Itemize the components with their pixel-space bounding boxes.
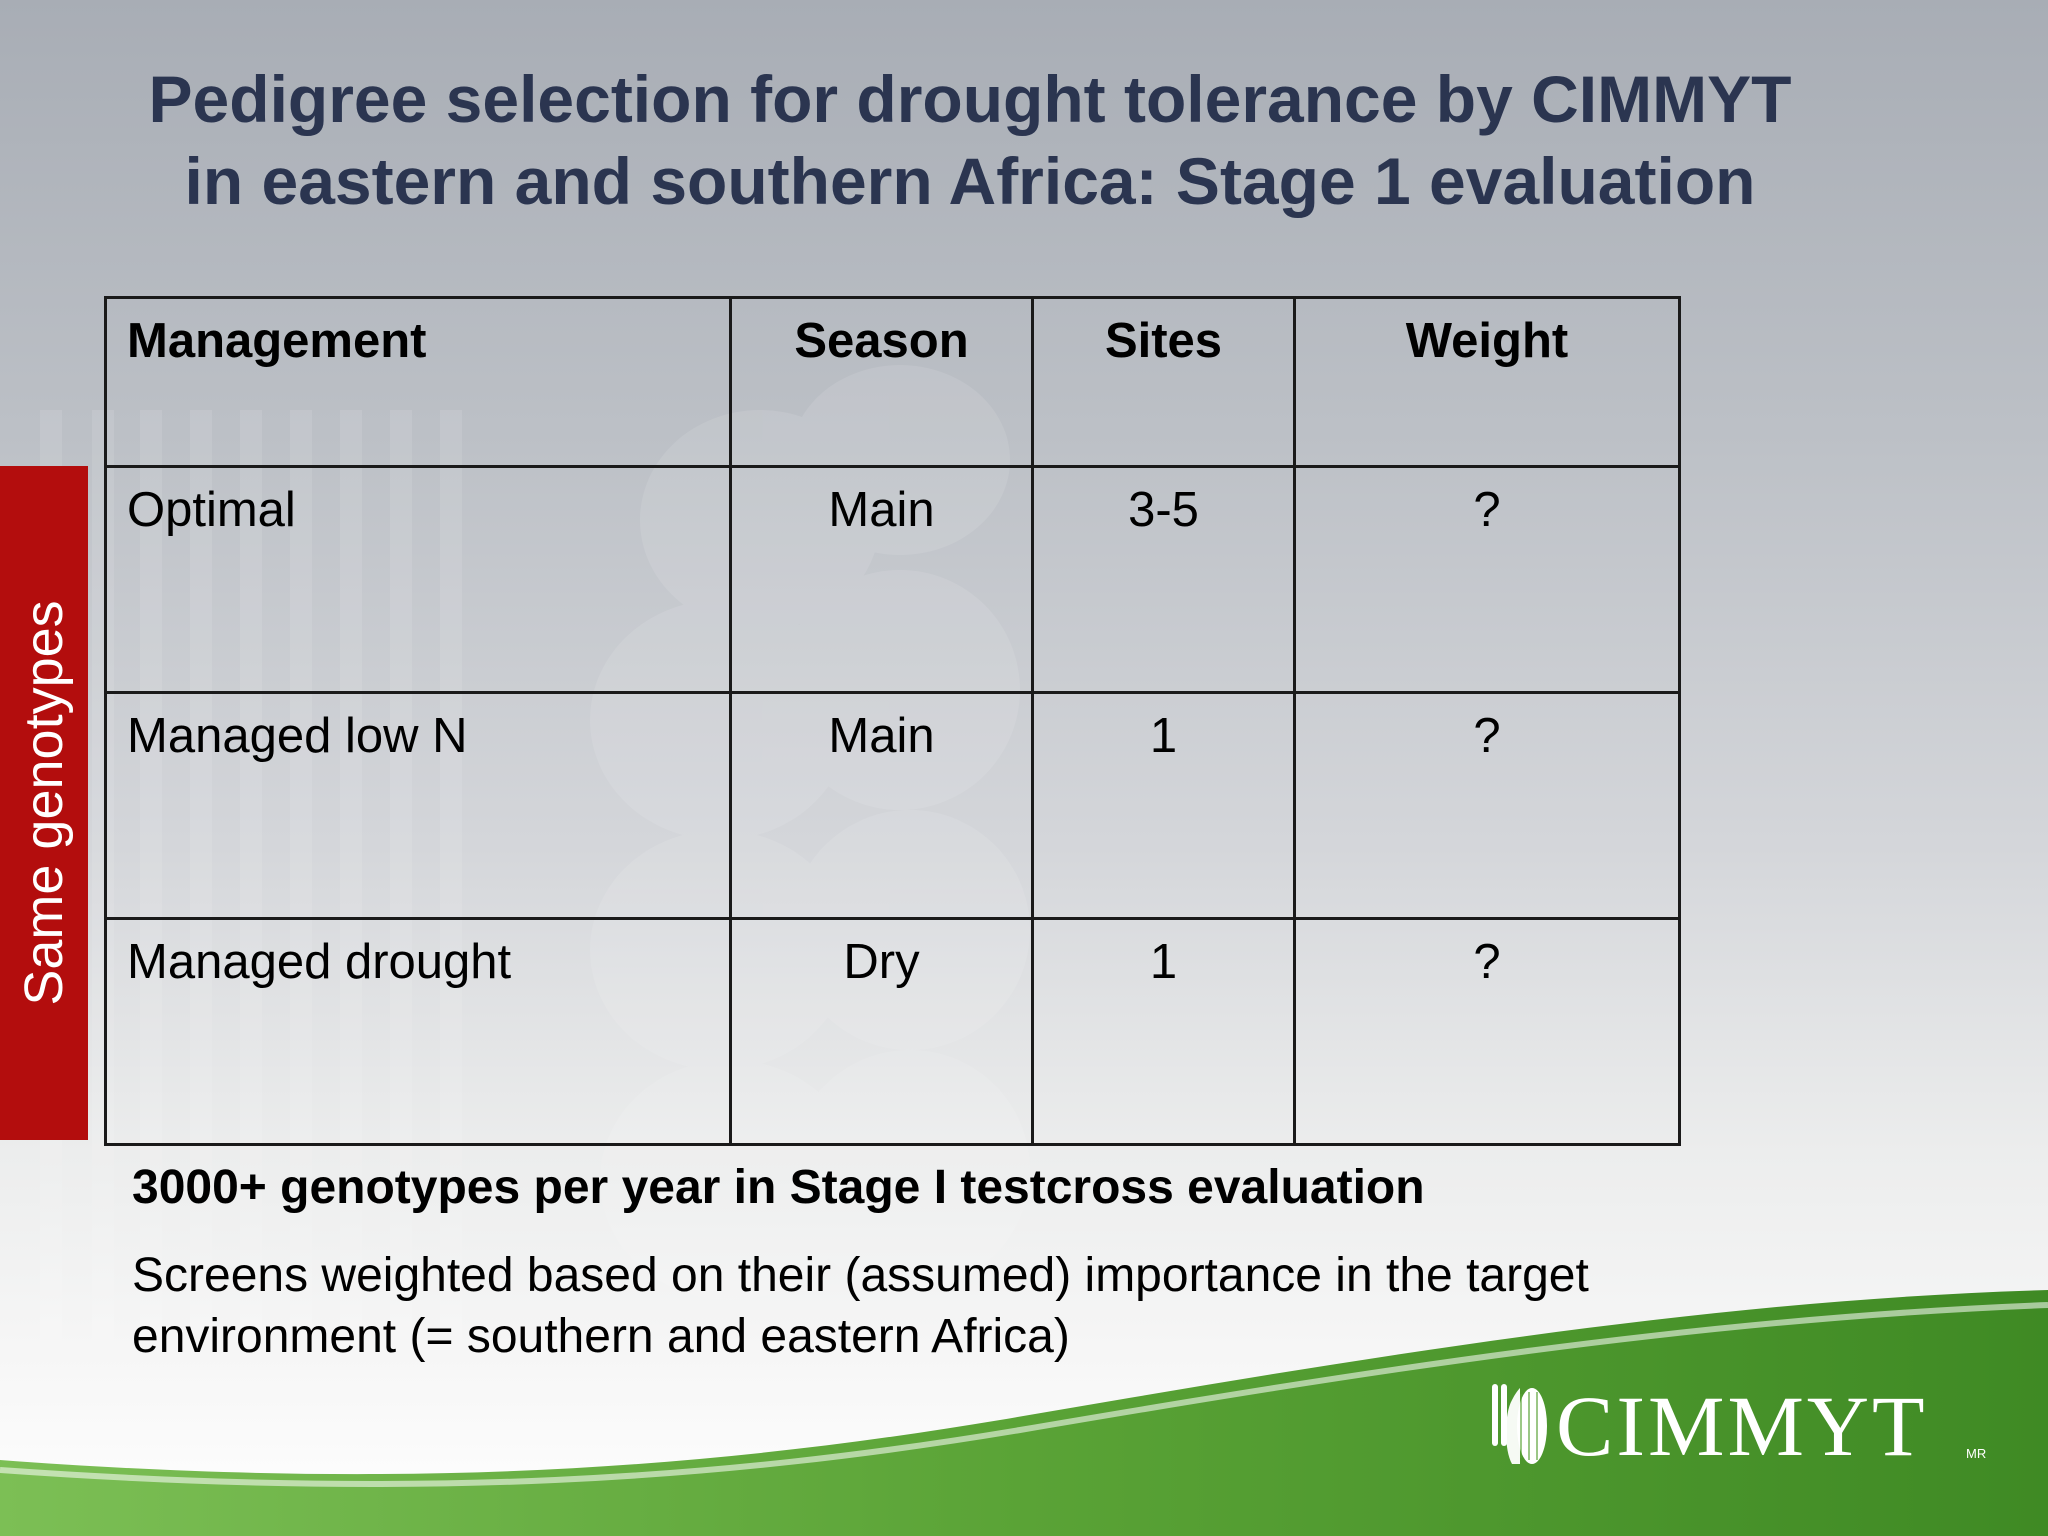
- cell-management: Optimal: [104, 465, 732, 694]
- header-weight: Weight: [1293, 296, 1681, 468]
- header-season: Season: [729, 296, 1034, 468]
- cell-weight: ?: [1293, 917, 1681, 1146]
- title-line-2: in eastern and southern Africa: Stage 1 …: [184, 144, 1756, 218]
- cell-management: Managed drought: [104, 917, 732, 1146]
- evaluation-table: Management Season Sites Weight Optimal M…: [104, 296, 1681, 1146]
- table-row: Optimal Main 3-5 ?: [104, 465, 1681, 694]
- logo-text: CIMMYT: [1556, 1378, 1928, 1474]
- side-tab-label: Same genotypes: [14, 600, 74, 1006]
- cell-sites: 3-5: [1031, 465, 1296, 694]
- slide-title: Pedigree selection for drought tolerance…: [60, 58, 1880, 222]
- cell-season: Main: [729, 691, 1034, 920]
- header-sites: Sites: [1031, 296, 1296, 468]
- cell-management: Managed low N: [104, 691, 732, 920]
- note-genotypes-per-year: 3000+ genotypes per year in Stage I test…: [132, 1161, 1425, 1214]
- header-management: Management: [104, 296, 732, 468]
- table-row: Managed drought Dry 1 ?: [104, 917, 1681, 1146]
- cell-sites: 1: [1031, 691, 1296, 920]
- side-tab: [0, 466, 88, 1140]
- cell-season: Dry: [729, 917, 1034, 1146]
- note-screens-weighted: Screens weighted based on their (assumed…: [132, 1249, 1589, 1363]
- table-header-row: Management Season Sites Weight: [104, 296, 1681, 468]
- table-row: Managed low N Main 1 ?: [104, 691, 1681, 920]
- cell-weight: ?: [1293, 691, 1681, 920]
- cell-sites: 1: [1031, 917, 1296, 1146]
- cell-season: Main: [729, 465, 1034, 694]
- logo-registered-mark: MR: [1966, 1446, 1987, 1461]
- wheat-maize-icon: [1492, 1384, 1547, 1464]
- title-line-1: Pedigree selection for drought tolerance…: [148, 62, 1792, 136]
- cimmyt-logo: CIMMYT MR: [1490, 1378, 1986, 1474]
- cell-weight: ?: [1293, 465, 1681, 694]
